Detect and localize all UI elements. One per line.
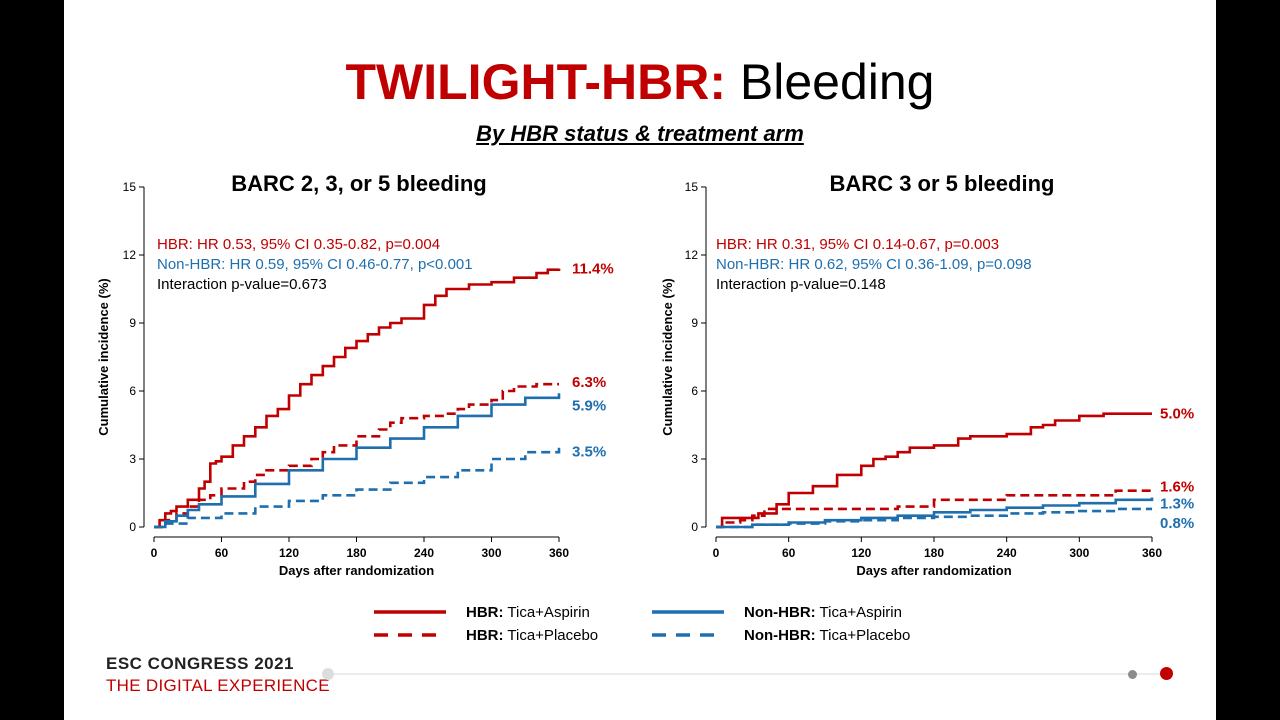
progress-start-dot[interactable] [322,668,334,680]
legend-entry: Non-HBR: Tica+Placebo [744,627,910,644]
hazard-ratio-annotation: Non-HBR: HR 0.59, 95% CI 0.46-0.77, p<0.… [157,256,473,273]
x-tick-label: 240 [414,546,434,560]
x-tick-label: 120 [851,546,871,560]
y-tick-label: 12 [123,248,137,262]
x-axis-title: Days after randomization [856,563,1011,578]
end-value-label: 5.9% [572,397,606,414]
series-line-hbr-aspirin [716,412,1152,529]
hazard-ratio-annotation: HBR: HR 0.53, 95% CI 0.35-0.82, p=0.004 [157,236,440,253]
legend-arm-label: Tica+Placebo [816,627,911,644]
end-value-label: 3.5% [572,444,606,461]
end-value-label: 1.3% [1160,496,1194,513]
y-tick-label: 3 [691,452,698,466]
y-tick-label: 12 [685,248,699,262]
x-tick-label: 360 [1142,546,1162,560]
x-tick-label: 360 [549,546,569,560]
x-tick-label: 60 [782,546,796,560]
x-tick-label: 240 [997,546,1017,560]
slide-title-highlight: TWILIGHT-HBR: [345,54,726,110]
y-tick-label: 9 [691,316,698,330]
y-tick-label: 9 [129,316,136,330]
congress-logo: ESC CONGRESS 2021 THE DIGITAL EXPERIENCE [106,654,330,696]
series-line-non-hbr-placebo [716,507,1152,529]
series-line-hbr-placebo [154,382,559,529]
legend-group-label: HBR: [466,627,504,644]
legend-group-label: HBR: [466,604,504,621]
slide-title-rest: Bleeding [725,54,935,110]
chart-title: BARC 3 or 5 bleeding [830,171,1055,196]
end-value-label: 0.8% [1160,515,1194,532]
progress-step-dot[interactable] [1128,670,1137,679]
progress-current-dot[interactable] [1160,667,1173,680]
progress-track [330,673,1164,675]
y-tick-label: 6 [129,384,136,398]
legend-arm-label: Tica+Aspirin [816,604,902,621]
end-value-label: 6.3% [572,374,606,391]
legend-arm-label: Tica+Aspirin [504,604,590,621]
end-value-label: 5.0% [1160,406,1194,423]
legend-group-label: Non-HBR: [744,604,816,621]
x-tick-label: 60 [215,546,229,560]
x-axis-title: Days after randomization [279,563,434,578]
x-tick-label: 300 [1069,546,1089,560]
hazard-ratio-annotation: Non-HBR: HR 0.62, 95% CI 0.36-1.09, p=0.… [716,256,1032,273]
hazard-ratio-annotation: Interaction p-value=0.673 [157,276,327,293]
footer-congress-tagline: THE DIGITAL EXPERIENCE [106,676,330,695]
chart-2: 0 3 6 9 12 15 0 60 120 180 240 300 360 Days after ran… [660,171,1194,578]
x-tick-label: 120 [279,546,299,560]
hazard-ratio-annotation: Interaction p-value=0.148 [716,276,886,293]
legend-entry: HBR: Tica+Aspirin [466,604,590,621]
y-tick-label: 0 [691,520,698,534]
hazard-ratio-annotation: HBR: HR 0.31, 95% CI 0.14-0.67, p=0.003 [716,236,999,253]
legend-entry: Non-HBR: Tica+Aspirin [744,604,902,621]
x-tick-label: 0 [151,546,158,560]
x-tick-label: 180 [924,546,944,560]
y-tick-label: 15 [685,180,699,194]
footer-congress-name: ESC CONGRESS 2021 [106,654,295,673]
x-tick-label: 0 [713,546,720,560]
x-tick-label: 180 [346,546,366,560]
y-tick-label: 6 [691,384,698,398]
series-line-hbr-aspirin [154,268,561,529]
end-value-label: 1.6% [1160,479,1194,496]
series-line-hbr-placebo [716,489,1152,529]
slide-title: TWILIGHT-HBR: Bleeding [64,52,1216,112]
legend-arm-label: Tica+Placebo [504,627,599,644]
slide-progress-bar[interactable] [322,666,1173,682]
chart-title: BARC 2, 3, or 5 bleeding [231,171,487,196]
y-axis-title: Cumulative incidence (%) [96,278,111,435]
series-line-non-hbr-aspirin [154,393,561,529]
end-value-label: 11.4% [572,261,614,278]
slide-subtitle: By HBR status & treatment arm [476,121,804,146]
x-tick-label: 300 [481,546,501,560]
y-tick-label: 0 [129,520,136,534]
legend-group-label: Non-HBR: [744,627,816,644]
chart-1: 0 3 6 9 12 15 0 60 120 180 240 300 360 Days after ran… [96,171,614,578]
y-tick-label: 15 [123,180,137,194]
legend: HBR: Tica+Aspirin Non-HBR: Tica+AspirinHB… [374,604,910,644]
y-axis-title: Cumulative incidence (%) [660,278,675,435]
legend-entry: HBR: Tica+Placebo [466,627,598,644]
slide: TWILIGHT-HBR: Bleeding By HBR status & t… [64,0,1216,720]
y-tick-label: 3 [129,452,136,466]
